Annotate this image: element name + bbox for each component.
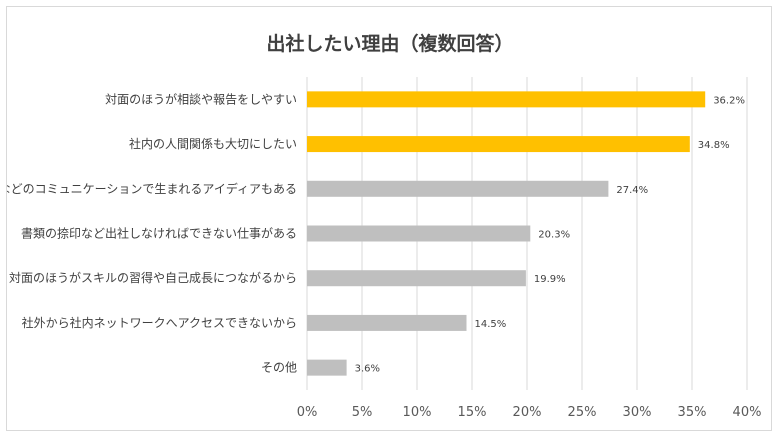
chart-frame: 出社したい理由（複数回答） 対面のほうが相談や報告をしやすい社内の人間関係も大切… — [6, 6, 772, 431]
x-tick-label: 40% — [733, 405, 762, 420]
category-label: 雑談などのコミュニケーションで生まれるアイディアもある — [7, 181, 297, 196]
category-label: 対面のほうがスキルの習得や自己成長につながるから — [9, 270, 297, 285]
value-label: 36.2% — [713, 95, 745, 106]
bar-chart: 出社したい理由（複数回答） 対面のほうが相談や報告をしやすい社内の人間関係も大切… — [7, 32, 762, 420]
x-tick-label: 15% — [458, 405, 487, 420]
category-label: 対面のほうが相談や報告をしやすい — [105, 91, 297, 106]
category-label: 社内の人間関係も大切にしたい — [129, 136, 297, 151]
bar — [307, 180, 609, 197]
value-label: 27.4% — [616, 185, 648, 196]
bar — [307, 314, 467, 331]
value-labels: 36.2% 34.8% 27.4% 20.3% 19.9% 14.5% 3.6% — [355, 95, 745, 374]
x-tick-label: 5% — [352, 405, 373, 420]
x-tick-label: 25% — [568, 405, 597, 420]
x-tick-label: 20% — [513, 405, 542, 420]
x-tick-label: 30% — [623, 405, 652, 420]
category-labels: 対面のほうが相談や報告をしやすい社内の人間関係も大切にしたい雑談などのコミュニケ… — [7, 91, 297, 374]
category-label: 社外から社内ネットワークへアクセスできないから — [22, 315, 297, 330]
bar — [307, 270, 526, 287]
value-label: 3.6% — [355, 364, 380, 375]
bars — [307, 91, 706, 376]
value-label: 20.3% — [538, 230, 570, 241]
value-label: 14.5% — [475, 319, 507, 330]
bar — [307, 91, 706, 108]
value-label: 34.8% — [698, 140, 730, 151]
x-tick-label: 0% — [297, 405, 318, 420]
x-axis-ticks: 0% 5% 10% 15% 20% 25% 30% 35% 40% — [297, 405, 762, 420]
x-tick-label: 35% — [678, 405, 707, 420]
chart-title: 出社したい理由（複数回答） — [266, 32, 513, 55]
bar — [307, 136, 690, 153]
category-label: 書類の捺印など出社しなければできない仕事がある — [21, 226, 297, 241]
category-label: その他 — [261, 361, 297, 375]
x-tick-label: 10% — [403, 405, 432, 420]
bar — [307, 225, 531, 242]
bar — [307, 359, 347, 376]
value-label: 19.9% — [534, 274, 566, 285]
